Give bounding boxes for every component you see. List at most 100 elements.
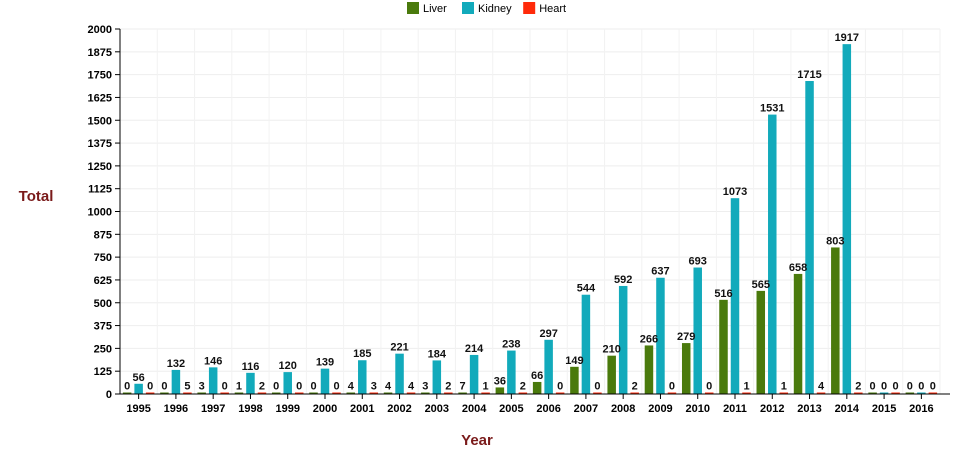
x-tick-label: 2011 [723, 403, 747, 415]
legend-label-liver: Liver [423, 3, 447, 15]
data-label-liver: 803 [826, 235, 844, 247]
bar-kidney [618, 285, 628, 394]
bar-liver [458, 392, 467, 394]
bar-kidney [693, 267, 702, 394]
data-label-kidney: 0 [918, 381, 924, 393]
bar-kidney [358, 360, 367, 394]
bar-liver [309, 392, 318, 394]
data-label-liver: 3 [199, 381, 205, 393]
y-tick-label: 875 [94, 229, 112, 241]
data-label-kidney: 56 [133, 372, 145, 384]
bars-layer [122, 44, 938, 395]
data-label-kidney: 592 [614, 274, 632, 286]
data-label-heart: 4 [818, 381, 825, 393]
data-label-kidney: 1917 [835, 32, 859, 44]
data-label-heart: 1 [781, 381, 787, 393]
data-label-heart: 2 [259, 381, 265, 393]
x-tick-label: 2006 [536, 403, 560, 415]
bar-kidney [134, 383, 143, 394]
x-tick-label: 1996 [164, 403, 188, 415]
bar-heart [481, 392, 490, 394]
x-tick-label: 2004 [462, 403, 487, 415]
y-axis-title: Total [19, 188, 54, 205]
data-label-liver: 0 [310, 381, 316, 393]
data-label-heart: 0 [594, 381, 600, 393]
bar-liver [644, 345, 654, 394]
bar-kidney [246, 372, 255, 394]
data-label-liver: 565 [752, 279, 770, 291]
data-label-kidney: 1531 [760, 103, 784, 115]
data-label-kidney: 1715 [797, 69, 821, 81]
bar-liver [905, 392, 915, 394]
data-label-kidney: 120 [279, 360, 297, 372]
bar-heart [294, 392, 304, 394]
data-label-kidney: 184 [428, 348, 447, 360]
bar-heart [779, 392, 789, 394]
data-label-liver: 0 [124, 381, 130, 393]
legend-label-heart: Heart [539, 3, 566, 15]
x-tick-label: 1999 [275, 403, 299, 415]
bar-heart [257, 392, 267, 394]
x-tick-label: 1997 [201, 403, 225, 415]
data-label-kidney: 132 [167, 358, 185, 370]
data-label-heart: 2 [520, 381, 526, 393]
y-tick-label: 1500 [88, 115, 112, 127]
data-label-liver: 3 [422, 381, 428, 393]
bar-liver [495, 387, 505, 394]
data-label-heart: 0 [669, 381, 675, 393]
x-tick-label: 2009 [648, 403, 672, 415]
x-tick-label: 1998 [238, 403, 262, 415]
data-label-heart: 2 [855, 381, 861, 393]
bar-kidney [917, 392, 926, 394]
data-label-heart: 0 [296, 381, 302, 393]
data-label-liver: 149 [565, 355, 583, 367]
bar-kidney [768, 114, 777, 394]
bar-kidney [432, 360, 442, 394]
data-label-kidney: 693 [689, 256, 707, 268]
data-label-liver: 658 [789, 262, 807, 274]
y-tick-label: 1000 [88, 207, 112, 219]
bar-liver [570, 366, 579, 394]
bar-kidney [730, 198, 740, 394]
bar-liver [421, 392, 430, 394]
x-tick-label: 2015 [872, 403, 896, 415]
data-label-liver: 0 [161, 381, 167, 393]
data-label-kidney: 0 [881, 381, 887, 393]
x-tick-label: 2001 [350, 403, 374, 415]
data-label-heart: 0 [222, 381, 228, 393]
data-label-heart: 1 [743, 381, 749, 393]
bar-kidney [320, 368, 330, 394]
bar-liver [756, 290, 766, 394]
data-label-liver: 279 [677, 331, 695, 343]
data-label-heart: 2 [632, 381, 638, 393]
data-label-heart: 3 [371, 381, 377, 393]
data-label-kidney: 637 [651, 266, 669, 278]
x-tick-label: 2002 [387, 403, 411, 415]
data-label-heart: 0 [893, 381, 899, 393]
axes: 0125250375500625750875100011251250137515… [88, 24, 950, 415]
bar-liver [868, 392, 877, 394]
data-label-liver: 1 [236, 381, 242, 393]
data-label-liver: 36 [494, 375, 506, 387]
bar-kidney [171, 369, 181, 394]
legend-swatch-heart [523, 2, 536, 14]
y-tick-label: 1875 [88, 47, 112, 59]
y-tick-label: 0 [106, 389, 112, 401]
bar-liver [234, 392, 244, 394]
bar-kidney [656, 277, 665, 394]
bar-heart [630, 392, 639, 394]
data-label-heart: 2 [445, 381, 451, 393]
bar-kidney [469, 354, 479, 394]
bar-kidney [507, 350, 516, 394]
data-label-heart: 0 [930, 381, 936, 393]
bar-kidney [842, 44, 852, 395]
x-tick-label: 2014 [835, 403, 860, 415]
bar-heart [816, 392, 826, 394]
bar-liver [681, 343, 691, 394]
bar-liver [719, 299, 728, 394]
bar-heart [742, 392, 751, 394]
bar-heart [183, 392, 192, 394]
bar-heart [891, 392, 900, 394]
x-tick-label: 2000 [313, 403, 337, 415]
